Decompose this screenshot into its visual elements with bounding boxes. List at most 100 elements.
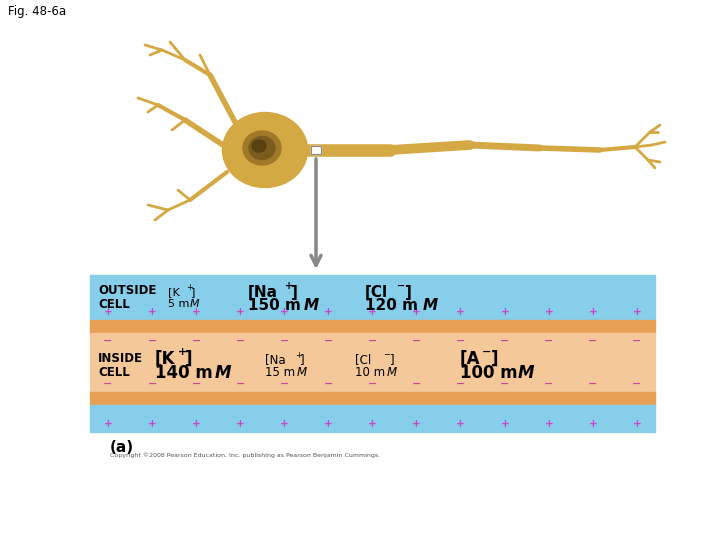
Text: M: M [304, 298, 319, 313]
Text: +: + [178, 347, 187, 357]
Text: +: + [324, 419, 333, 429]
Text: −: − [324, 379, 333, 389]
Text: −: − [235, 379, 245, 389]
Text: +: + [588, 307, 598, 317]
Text: +: + [456, 307, 465, 317]
Text: [Na: [Na [248, 285, 278, 300]
Text: INSIDE: INSIDE [98, 352, 143, 365]
Text: +: + [368, 419, 377, 429]
Text: +: + [192, 419, 201, 429]
Text: −: − [456, 336, 465, 346]
Text: −: − [588, 379, 598, 389]
Bar [90, 333, 655, 392]
Text: −: − [632, 336, 642, 346]
Ellipse shape [252, 140, 266, 152]
Text: −: − [279, 379, 289, 389]
Text: −: − [148, 379, 157, 389]
Text: +: + [186, 284, 193, 293]
Text: 140 m: 140 m [155, 364, 212, 382]
Ellipse shape [243, 131, 281, 165]
Text: +: + [280, 307, 289, 317]
Text: ]: ] [291, 285, 298, 300]
Bar [90, 392, 655, 405]
Text: +: + [633, 419, 642, 429]
Text: −: − [148, 336, 157, 346]
Text: CELL: CELL [98, 366, 130, 379]
Text: ]: ] [191, 287, 195, 297]
Text: −: − [412, 336, 421, 346]
Text: M: M [215, 364, 232, 382]
Text: ]: ] [185, 350, 192, 368]
Text: 15 m: 15 m [265, 366, 295, 379]
Text: +: + [368, 307, 377, 317]
Text: [Cl: [Cl [355, 354, 372, 367]
FancyArrowPatch shape [311, 159, 321, 265]
Text: +: + [236, 419, 245, 429]
Text: ]: ] [491, 350, 498, 368]
Text: −: − [324, 336, 333, 346]
Text: −: − [397, 281, 405, 291]
Text: −: − [544, 379, 554, 389]
Text: −: − [383, 350, 390, 360]
Text: +: + [236, 307, 245, 317]
Text: −: − [192, 379, 201, 389]
Text: +: + [633, 307, 642, 317]
Text: −: − [588, 336, 598, 346]
Text: −: − [192, 336, 201, 346]
Text: −: − [544, 336, 554, 346]
Text: [Na: [Na [265, 354, 286, 367]
Text: +: + [104, 419, 112, 429]
Bar [311, 146, 321, 154]
Text: +: + [544, 307, 553, 317]
Text: +: + [148, 307, 156, 317]
Text: +: + [588, 419, 598, 429]
Text: [K: [K [155, 350, 176, 368]
Text: −: − [103, 336, 113, 346]
Text: 120 m: 120 m [365, 298, 418, 313]
Text: +: + [500, 307, 509, 317]
Text: 5 m: 5 m [168, 299, 189, 309]
Text: M: M [387, 366, 397, 379]
Bar [311, 146, 321, 154]
Text: M: M [423, 298, 438, 313]
Text: CELL: CELL [98, 299, 130, 312]
Text: ]: ] [300, 354, 305, 367]
Text: −: − [482, 347, 491, 357]
Ellipse shape [249, 137, 275, 159]
Text: ]: ] [405, 285, 412, 300]
Text: [K: [K [168, 287, 180, 297]
Text: +: + [413, 307, 421, 317]
Text: −: − [632, 379, 642, 389]
Text: +: + [324, 307, 333, 317]
Text: +: + [285, 281, 293, 291]
Text: −: − [456, 379, 465, 389]
Text: 150 m: 150 m [248, 298, 301, 313]
Text: [A: [A [460, 350, 480, 368]
Text: (a): (a) [110, 440, 134, 455]
Text: +: + [413, 419, 421, 429]
Text: ]: ] [390, 354, 395, 367]
Text: [Cl: [Cl [365, 285, 388, 300]
Text: 100 m: 100 m [460, 364, 518, 382]
Text: +: + [544, 419, 553, 429]
Text: +: + [280, 419, 289, 429]
Text: −: − [500, 336, 510, 346]
Text: 10 m: 10 m [355, 366, 385, 379]
Text: +: + [148, 419, 156, 429]
Bar [90, 405, 655, 432]
Text: M: M [518, 364, 534, 382]
Text: −: − [368, 379, 377, 389]
Text: −: − [279, 336, 289, 346]
Text: M: M [190, 299, 199, 309]
Text: −: − [500, 379, 510, 389]
Text: +: + [104, 307, 112, 317]
Text: −: − [368, 336, 377, 346]
Text: −: − [412, 379, 421, 389]
Text: +: + [500, 419, 509, 429]
Bar [90, 275, 655, 320]
Text: −: − [103, 379, 113, 389]
Text: +: + [192, 307, 201, 317]
Ellipse shape [222, 112, 307, 187]
Text: Copyright ©2008 Pearson Education, Inc. publishing as Pearson Benjamin Cummings.: Copyright ©2008 Pearson Education, Inc. … [110, 452, 380, 457]
Text: −: − [235, 336, 245, 346]
